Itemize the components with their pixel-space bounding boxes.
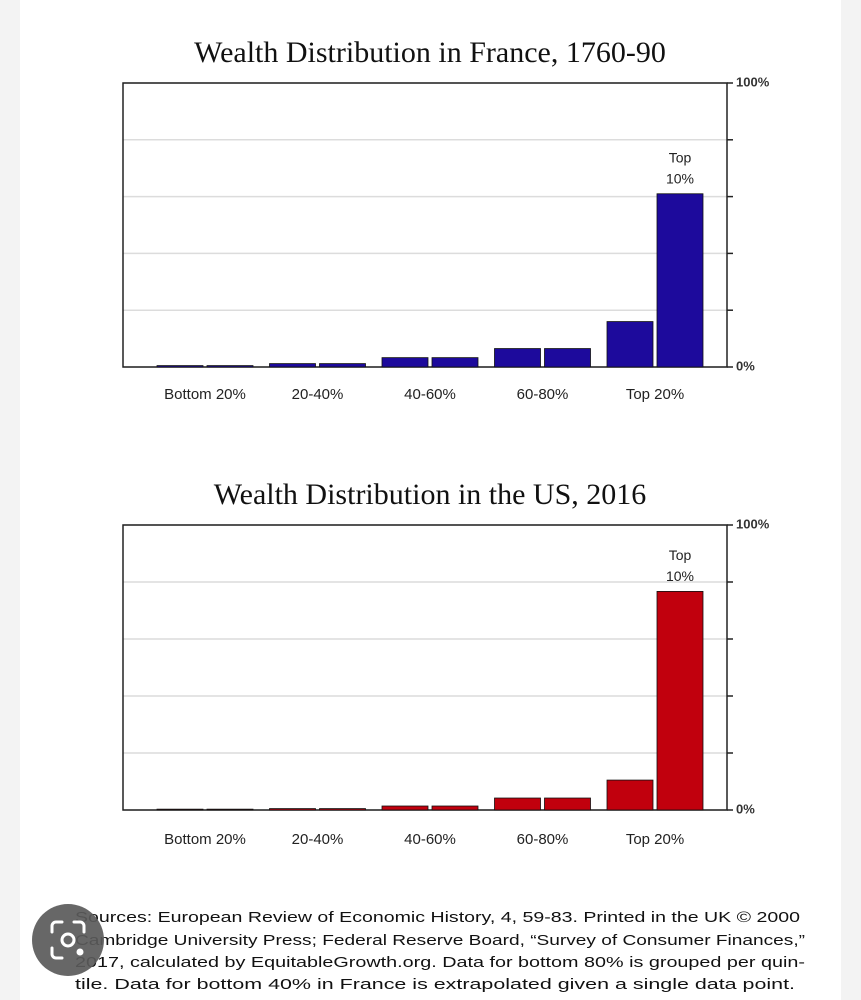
bar [319,808,366,811]
bar [494,797,541,811]
chart: Wealth Distribution in the US, 2016 0% 100… [122,478,770,848]
chart-title: Wealth Distribution in the US, 2016 [214,478,647,511]
plot-area [123,525,727,810]
lens-frame [50,920,86,960]
charts: Wealth Distribution in France, 1760-90 0%… [122,36,770,848]
bar [544,348,591,368]
x-tick-label: Bottom 20% [164,386,246,403]
annotation: Top [669,149,692,165]
bar [606,321,654,368]
x-tick-label: Bottom 20% [164,831,246,848]
bar [381,805,429,811]
chart-title: Wealth Distribution in France, 1760-90 [194,36,666,69]
bar [156,365,204,368]
bar [544,797,591,811]
y-tick-label: 0% [736,801,755,816]
chart: Wealth Distribution in France, 1760-90 0%… [122,36,770,403]
bar [431,805,479,811]
x-tick-label: 60-80% [517,831,569,848]
x-tick-label: Top 20% [626,386,684,403]
bar [269,363,316,368]
lens-dot [76,948,84,956]
bar [206,365,254,368]
bar [494,348,541,368]
bar [206,808,254,811]
source-line: tile. Data for bottom 40% in France is e… [75,976,795,993]
source-line: Cambridge University Press; Federal Rese… [75,932,805,949]
y-tick-label: 100% [736,516,770,531]
bar [319,363,366,368]
annotation: Top [669,547,692,563]
bar [156,808,204,811]
x-tick-label: 20-40% [292,831,344,848]
bar [431,357,479,368]
x-tick-label: 60-80% [517,386,569,403]
x-tick-label: 40-60% [404,831,456,848]
y-tick-label: 0% [736,358,755,373]
annotation: 10% [666,568,694,584]
bar [606,779,654,811]
lens-icon[interactable] [32,904,104,976]
bar [656,193,704,368]
lens-eye [60,932,76,948]
y-tick-label: 100% [736,74,770,89]
plot-area [123,83,727,367]
lens-button[interactable] [32,904,104,976]
annotation: 10% [666,170,694,186]
bar [269,808,316,811]
bar [381,357,429,368]
x-tick-label: 40-60% [404,386,456,403]
x-tick-label: Top 20% [626,831,684,848]
source-line: 2017, calculated by EquitableGrowth.org.… [75,954,805,971]
sources: Sources: European Review of Economic His… [75,909,805,993]
source-line: Sources: European Review of Economic His… [75,909,800,926]
bar [656,591,704,811]
x-tick-label: 20-40% [292,386,344,403]
